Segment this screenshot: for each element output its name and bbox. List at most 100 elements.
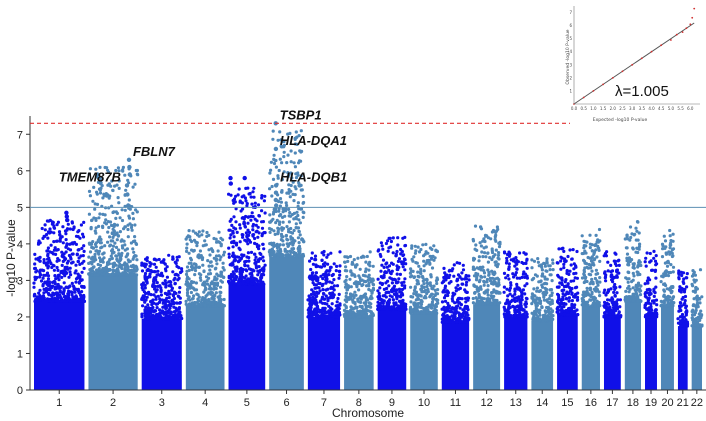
- x-tick-label-chr8: 8: [356, 397, 362, 409]
- y-tick-label: 0: [17, 385, 23, 397]
- x-tick-label-chr7: 7: [321, 397, 327, 409]
- chromosome-9-dense-band: [377, 309, 407, 390]
- chromosome-9-points: [376, 235, 408, 390]
- chromosome-8-points: [342, 250, 376, 390]
- x-tick-label-chr13: 13: [510, 397, 522, 409]
- qq-y-axis-title: Observed -log10 P-value: [565, 29, 571, 84]
- y-tick-label: 2: [17, 312, 23, 324]
- chromosome-15-dense-band: [557, 315, 578, 390]
- qq-point: [582, 96, 585, 99]
- x-tick-label-chr16: 16: [585, 397, 597, 409]
- qq-x-tick-label: 6.0: [687, 106, 694, 111]
- qq-point: [592, 90, 595, 92]
- x-tick-label-chr10: 10: [418, 397, 430, 409]
- chromosome-10-points: [408, 242, 440, 390]
- chromosome-17-points: [602, 250, 623, 390]
- chromosome-22-points: [690, 268, 704, 390]
- chromosome-20-dense-band: [660, 305, 674, 390]
- chromosome-20-points: [659, 228, 676, 390]
- qq-point: [660, 44, 663, 47]
- qq-x-tick-label: 3.5: [639, 106, 646, 111]
- chromosome-16-dense-band: [581, 305, 600, 390]
- qq-y-tick-label: 2: [569, 75, 572, 80]
- chromosome-8-dense-band: [344, 316, 374, 390]
- y-tick-label: 5: [17, 202, 23, 214]
- hit-point-chr1: [64, 214, 70, 219]
- x-tick-label-chr5: 5: [244, 397, 250, 409]
- chromosome-18-points: [623, 220, 643, 390]
- qq-point: [621, 70, 624, 73]
- chromosome-5-dense-band: [228, 284, 266, 390]
- hit-point-chr5: [242, 175, 247, 181]
- qq-x-axis-ticks: 0.0 0.5 1.0 1.5 2.0 2.5 3.0 3.5 4.0 4.5 5.0 5.5 6.0: [571, 106, 694, 111]
- chromosome-3-dense-band: [141, 318, 182, 390]
- qq-x-tick-label: 0.0: [571, 106, 578, 111]
- x-tick-label-chr15: 15: [561, 397, 573, 409]
- qq-x-tick-label: 2.5: [619, 106, 626, 111]
- qq-point: [685, 27, 688, 30]
- qq-x-tick-label: 2.0: [610, 106, 617, 111]
- chromosome-11-points: [440, 261, 471, 390]
- x-tick-label-chr22: 22: [691, 397, 703, 409]
- hit-point-chr1: [65, 217, 70, 223]
- qq-point: [681, 31, 684, 33]
- qq-y-tick-label: 6: [569, 23, 572, 28]
- hit-point-chr6: [273, 190, 279, 195]
- chromosome-11-dense-band: [441, 322, 470, 390]
- qq-point: [640, 57, 643, 60]
- qq-y-tick-label: 7: [569, 10, 572, 15]
- y-axis-title: -log10 P-value: [4, 219, 18, 297]
- y-axis-ticks: 0 1 2 3 4 5 6 7: [17, 129, 30, 397]
- chromosome-2-dense-band: [88, 274, 138, 390]
- chromosome-1-points: [32, 218, 87, 390]
- hit-point-chr2: [125, 192, 130, 197]
- chromosome-6-dense-band: [269, 256, 304, 390]
- lambda-value: λ=1.005: [615, 83, 669, 100]
- chromosome-15-points: [555, 246, 580, 390]
- manhattan-points: [32, 129, 704, 390]
- chromosome-13-points: [502, 250, 530, 390]
- hit-point-chr5: [228, 175, 233, 181]
- chromosome-3-points: [140, 253, 184, 390]
- qq-x-tick-label: 0.5: [581, 106, 588, 111]
- x-tick-label-chr19: 19: [645, 397, 657, 409]
- chromosome-5-points: [227, 186, 267, 390]
- y-tick-label: 7: [17, 129, 23, 141]
- hit-point-chr2: [127, 172, 132, 177]
- x-tick-label-chr3: 3: [159, 397, 165, 409]
- chromosome-18-dense-band: [624, 301, 642, 390]
- chromosome-1-dense-band: [34, 301, 85, 390]
- qq-point: [693, 7, 696, 10]
- hit-point-chr6: [273, 146, 279, 152]
- chromosome-13-dense-band: [504, 316, 528, 390]
- hit-point-chr1: [64, 210, 69, 215]
- x-tick-label-chr18: 18: [627, 397, 639, 409]
- x-tick-label-chr9: 9: [389, 397, 395, 409]
- qq-x-tick-label: 4.5: [658, 106, 665, 111]
- x-tick-label-chr6: 6: [283, 397, 289, 409]
- qq-point: [611, 77, 614, 79]
- hit-point-chr5: [228, 181, 233, 186]
- x-axis-ticks: 1 2 3 4 5 6 7 8 9 10 11 12 13 14 15 16 17 18 19 20 21 22: [56, 390, 703, 409]
- qq-point: [689, 23, 692, 26]
- hit-point-chr2: [124, 183, 130, 188]
- hit-point-chr2: [126, 157, 132, 162]
- chromosome-7-dense-band: [307, 316, 341, 390]
- gene-label-hla-dqa1: HLA-DQA1: [280, 133, 347, 148]
- gene-label-hla-dqb1: HLA-DQB1: [280, 169, 347, 184]
- x-tick-label-chr14: 14: [536, 397, 548, 409]
- hit-point-chr6: [274, 203, 279, 208]
- x-tick-label-chr1: 1: [56, 397, 62, 409]
- qq-point: [675, 33, 678, 36]
- gene-label-fbln7: FBLN7: [133, 144, 176, 159]
- chromosome-22-dense-band: [691, 326, 702, 390]
- chromosome-14-dense-band: [531, 320, 554, 390]
- x-axis-title: Chromosome: [332, 406, 404, 420]
- hit-point-chr6: [273, 197, 278, 203]
- qq-x-tick-label: 1.0: [590, 106, 597, 111]
- chromosome-10-dense-band: [410, 313, 438, 390]
- qq-point: [670, 39, 672, 41]
- qq-x-tick-label: 5.0: [668, 106, 675, 111]
- qq-point: [602, 83, 604, 86]
- hit-point-chr6: [273, 183, 279, 188]
